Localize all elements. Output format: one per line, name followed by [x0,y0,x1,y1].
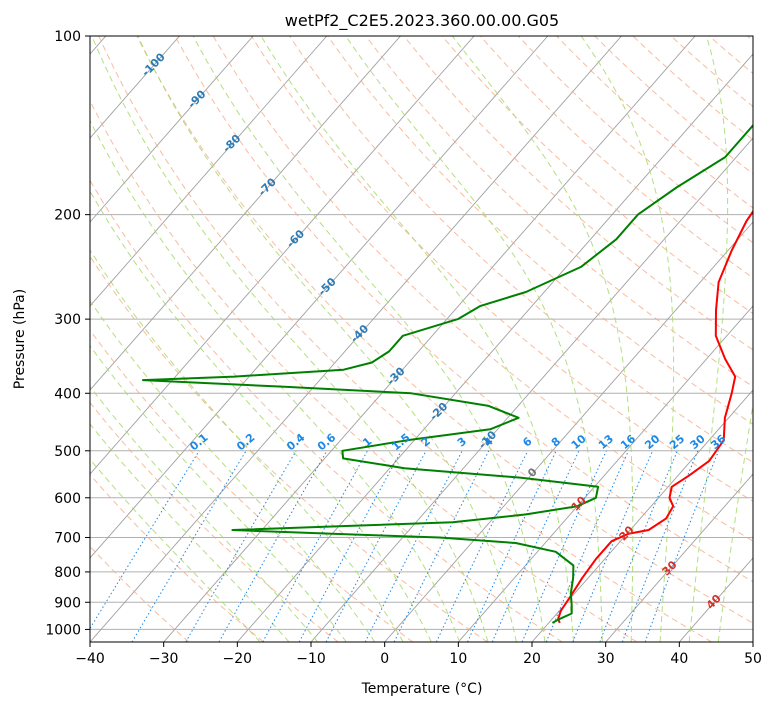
mixing-ratio-line [572,450,654,642]
dry-adiabat [289,36,753,464]
dry-adiabat [327,36,753,425]
dry-adiabat [90,473,264,642]
mixing-ratio-line [325,450,427,642]
moist-adiabat [90,423,290,642]
temperature-trace [557,209,753,624]
isotherm [384,221,753,642]
plot-frame [89,35,754,643]
isotherm [457,305,753,642]
isotherm [531,389,753,642]
mixing-ratio-line [131,450,247,642]
isotherm [90,36,475,475]
dry-adiabat [98,36,712,642]
mixing-ratio-line [545,450,629,642]
mixing-ratio-line [393,450,490,642]
x-tick-label: −10 [296,651,326,667]
dry-adiabat [594,36,753,175]
mixing-ratio-line [621,450,699,642]
y-tick-label: 900 [54,595,81,611]
moist-adiabat [90,300,376,642]
isotherm [90,36,328,307]
moist-adiabat [580,36,675,642]
dry-adiabat [250,36,753,502]
x-tick-label: 20 [523,651,541,667]
moist-adiabat [451,36,634,642]
moist-adiabat [90,119,461,642]
dry-adiabat [174,36,753,583]
dry-adiabat [632,36,753,141]
x-axis-label: Temperature (°C) [361,681,483,697]
isotherm [90,36,254,223]
mixing-ratio-line [521,450,607,642]
isotherm [163,36,696,642]
x-axis-ticks: −40 −30 −20 −10 0 10 20 30 40 50 [75,642,762,667]
y-tick-label: 400 [54,386,81,402]
dewpoint-trace [141,123,753,624]
x-tick-label: −20 [223,651,253,667]
moist-adiabat [90,345,347,642]
x-tick-label: 30 [597,651,615,667]
moist-adiabat [90,385,319,642]
x-tick-label: −30 [149,651,179,667]
mixing-ratio-line [90,450,200,630]
mixing-ratio-lines [90,450,720,642]
moist-adiabat [137,36,517,642]
y-tick-label: 700 [54,531,81,547]
dry-adiabat [90,329,414,642]
moist-adiabat [192,36,546,642]
isotherm [90,36,622,642]
dry-adiabat [403,36,753,351]
isotherm [90,36,549,559]
x-tick-label: 50 [744,651,762,667]
isotherm [236,53,753,642]
dry-adiabat [90,179,563,642]
y-tick-label: 800 [54,565,81,581]
dry-adiabat [480,36,753,279]
mixing-ratio-line [298,450,402,642]
moist-adiabat [688,36,729,642]
moist-adiabat [717,401,753,642]
mixing-ratio-line [644,450,720,642]
isotherm [605,473,753,642]
x-tick-label: 10 [449,651,467,667]
moist-adiabat [90,458,261,642]
x-tick-label: 40 [670,651,688,667]
y-tick-label: 500 [54,444,81,460]
moist-adiabat [90,190,432,642]
y-tick-label: 300 [54,312,81,328]
y-tick-label: 100 [54,29,81,45]
mixing-ratio-line [262,450,368,642]
chart-title: wetPf2_C2E5.2023.360.00.00.G05 [285,11,559,31]
mixing-ratio-line [599,450,678,642]
isotherm [90,36,180,139]
x-tick-label: 0 [380,651,389,667]
profile-traces [141,123,753,624]
moist-adiabat [260,36,575,642]
isotherm [90,36,401,391]
y-tick-label: 600 [54,491,81,507]
y-axis-ticks: 100 200 300 400 500 600 700 800 900 1000 [45,29,90,638]
y-tick-label: 1000 [45,622,81,638]
moist-adiabat [91,36,489,642]
y-axis-label: Pressure (hPa) [12,289,28,389]
dry-adiabat [441,36,753,315]
y-tick-label: 200 [54,208,81,224]
dry-adiabat [136,36,753,624]
x-tick-label: −40 [75,651,105,667]
dry-adiabat [90,255,488,642]
dry-adiabat [212,36,753,542]
